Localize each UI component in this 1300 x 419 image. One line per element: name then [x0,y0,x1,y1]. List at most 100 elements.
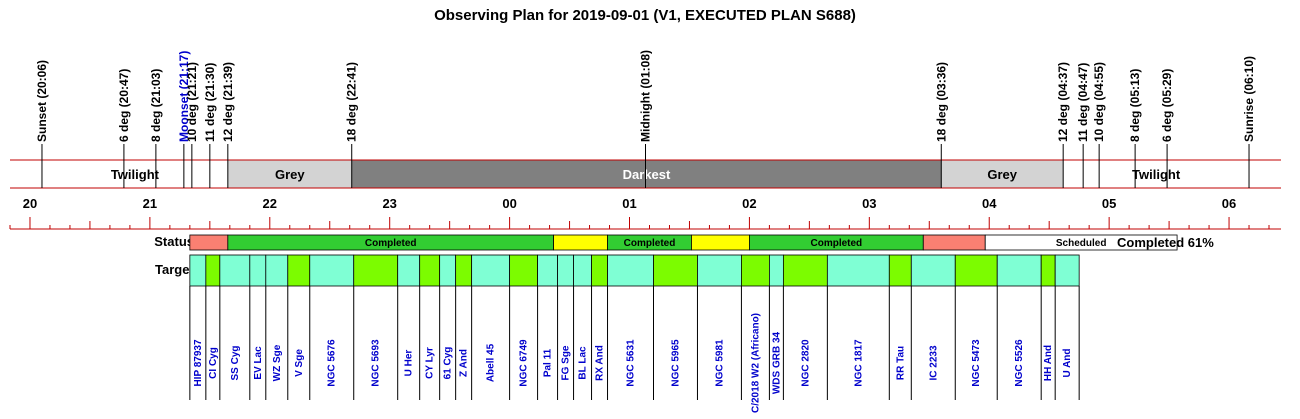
target-block-12 [471,254,511,287]
target-block-8 [397,254,421,287]
target-block-9 [419,254,441,287]
event-label-5: 11 deg (21:30) [203,63,217,142]
event-label-1: 6 deg (20:47) [117,69,131,142]
target-label-2: SS Cyg [230,345,241,380]
hour-label-9: 05 [1102,196,1116,211]
target-label-28: NGC 5526 [1014,339,1025,387]
target-block-3 [249,254,267,287]
target-label-26: IC 2233 [928,345,939,380]
event-label-6: 12 deg (21:39) [221,62,235,142]
target-label-8: U Her [404,350,415,377]
target-label-30: U And [1062,348,1073,377]
target-label-12: Abell 45 [486,343,497,382]
time-axis: 20 21 22 23 00 01 02 03 04 05 06 [9,196,1281,230]
target-block-26 [910,254,956,287]
target-label-23: NGC 2820 [800,339,811,387]
target-label-22: WDS GRB 34 [771,331,782,394]
target-block-29 [1040,254,1056,287]
status-segment-6 [922,234,986,251]
status-label-3: Completed [624,238,676,249]
target-block-0 [189,254,207,287]
target-block-18 [607,254,654,287]
band-4 [941,160,1064,188]
target-label-14: Pal 11 [543,348,554,377]
target-block-24 [826,254,890,287]
status-row: Completed Completed Completed Scheduled [189,234,1178,251]
target-label-29: HH And [1043,345,1054,381]
completion-summary: Completed 61% [1117,235,1214,250]
target-block-17 [591,254,608,287]
band-label-5: Twilight [1132,167,1181,182]
target-label-20: NGC 5981 [714,339,725,387]
status-segment-7 [984,234,1178,251]
target-label-0: HIP 87937 [193,339,204,387]
event-label-4: 10 deg (21:21) [185,62,199,142]
hour-label-1: 21 [143,196,157,211]
event-label-14: 6 deg (05:29) [1160,69,1174,142]
status-row-label: Status [154,234,194,249]
event-label-3: Moonset (21:17) [177,51,191,142]
target-block-1 [205,254,221,287]
event-label-0: Sunset (20:06) [35,60,49,142]
target-label-6: NGC 5676 [327,339,338,387]
target-block-19 [653,254,698,287]
target-label-17: RX And [595,345,606,381]
event-label-15: Sunrise (06:10) [1242,56,1256,142]
hour-label-3: 23 [382,196,396,211]
hour-label-2: 22 [263,196,277,211]
event-label-2: 8 deg (21:03) [149,69,163,142]
event-label-12: 10 deg (04:55) [1092,62,1106,142]
target-block-20 [697,254,742,287]
hour-label-10: 06 [1222,196,1236,211]
band-label-3: Darkest [623,167,671,182]
target-label-3: EV Lac [253,346,264,380]
target-block-28 [996,254,1042,287]
target-block-7 [353,254,399,287]
event-label-7: 18 deg (22:41) [345,62,359,142]
status-segment-4 [691,234,750,251]
target-block-2 [219,254,251,287]
hour-label-6: 02 [742,196,756,211]
hour-label-0: 20 [23,196,37,211]
status-segment-0 [189,234,229,251]
target-label-27: NGC 5473 [971,339,982,387]
event-label-9: 18 deg (03:36) [934,62,948,142]
target-label-5: V Sge [294,349,305,377]
target-block-30 [1054,254,1080,287]
event-label-13: 8 deg (05:13) [1128,69,1142,142]
status-label-1: Completed [365,238,417,249]
target-label-7: NGC 5693 [371,339,382,387]
status-segment-2 [553,234,608,251]
band-5 [1063,160,1250,188]
target-block-14 [537,254,558,287]
hour-label-4: 00 [502,196,516,211]
status-label-7: Scheduled [1056,238,1107,249]
band-0 [10,160,42,188]
target-block-5 [287,254,311,287]
target-block-21 [741,254,770,287]
target-label-15: FG Sge [561,345,572,380]
target-label-24: NGC 1817 [853,339,864,387]
target-block-6 [309,254,355,287]
hour-label-7: 03 [862,196,876,211]
target-label-18: NGC 5631 [626,339,637,387]
target-block-16 [573,254,592,287]
target-label-11: Z And [459,349,470,377]
target-label-9: CY Lyr [425,347,436,379]
status-label-5: Completed [811,238,863,249]
band-2 [227,160,352,188]
target-block-4 [265,254,289,287]
target-block-10 [439,254,457,287]
band-1 [41,160,228,188]
target-block-27 [954,254,998,287]
target-label-16: BL Lac [578,346,589,380]
chart-title: Observing Plan for 2019-09-01 (V1, EXECU… [434,7,856,24]
targets-row: HIP 87937 CI Cyg SS Cyg EV Lac WZ Sge V Sge NG… [189,254,1080,413]
target-block-23 [782,254,828,287]
hour-label-8: 04 [982,196,997,211]
target-block-15 [557,254,574,287]
target-block-11 [455,254,473,287]
target-block-25 [888,254,912,287]
target-label-25: RR Tau [895,346,906,380]
